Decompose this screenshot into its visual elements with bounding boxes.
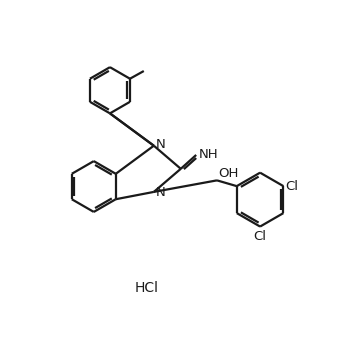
- Text: N: N: [155, 139, 165, 151]
- Text: Cl: Cl: [286, 180, 299, 193]
- Text: Cl: Cl: [253, 230, 266, 243]
- Text: NH: NH: [199, 148, 218, 161]
- Text: OH: OH: [218, 167, 239, 180]
- Text: HCl: HCl: [134, 281, 158, 295]
- Text: N: N: [155, 186, 165, 199]
